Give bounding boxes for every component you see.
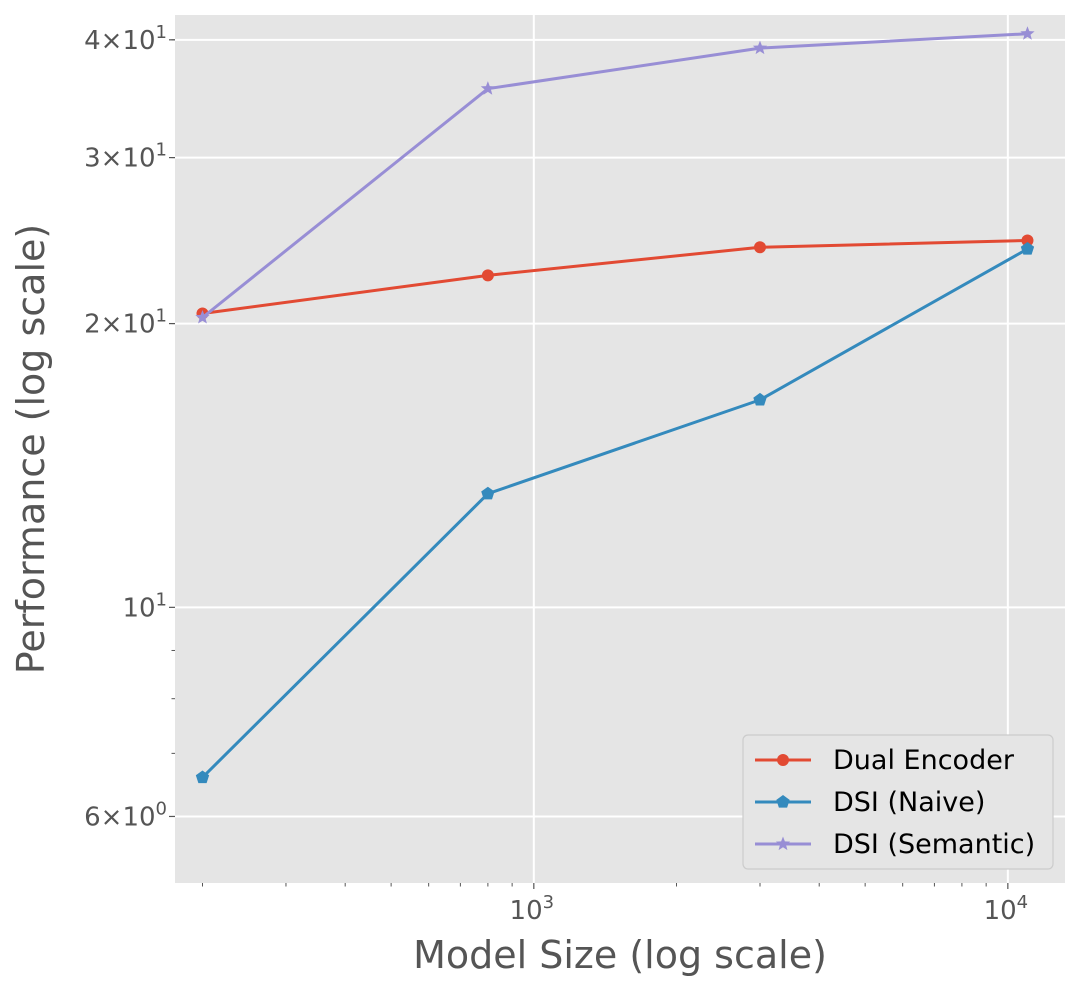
legend-marker-dsi-naive <box>776 795 790 808</box>
series-dsi-naive <box>195 241 1035 784</box>
data-point-dsi-naive <box>195 770 210 784</box>
data-point-dsi-semantic <box>1020 26 1035 40</box>
y-tick-label: 101 <box>122 589 167 623</box>
data-point-dsi-naive <box>1020 241 1035 255</box>
y-tick-label: 6×100 <box>84 798 167 832</box>
legend-label-dual-encoder: Dual Encoder <box>833 745 1015 776</box>
series-layer <box>195 26 1035 784</box>
data-point-dsi-semantic <box>195 309 210 324</box>
legend-entry-dsi-naive: DSI (Naive) <box>755 787 985 818</box>
series-line-dsi-semantic <box>201 32 1028 319</box>
legend-label-dsi-semantic: DSI (Semantic) <box>833 829 1035 860</box>
data-point-dsi-semantic <box>752 40 768 55</box>
data-point-dual-encoder <box>481 269 494 282</box>
data-point-dual-encoder <box>1021 234 1034 247</box>
data-point-dsi-semantic <box>480 81 496 95</box>
legend-entry-dual-encoder: Dual Encoder <box>755 745 1015 776</box>
series-dsi-semantic <box>195 26 1035 324</box>
legend-entry-dsi-semantic: DSI (Semantic) <box>755 829 1035 860</box>
legend-marker-dsi-semantic <box>775 836 791 851</box>
series-line-dual-encoder <box>202 239 1028 315</box>
data-point-dual-encoder <box>753 241 766 254</box>
y-tick-label: 3×101 <box>84 140 167 174</box>
data-point-dsi-naive <box>481 486 495 500</box>
x-tick-label: 104 <box>984 892 1029 926</box>
tick-labels: 103 104 6×100 101 2×101 3×101 4×101 <box>84 22 1028 926</box>
series-line-dsi-naive <box>201 247 1029 779</box>
x-tick-label: 103 <box>510 892 555 926</box>
major-ticks <box>169 39 1009 889</box>
y-tick-label: 2×101 <box>84 306 167 340</box>
y-tick-label: 4×101 <box>84 22 167 56</box>
legend-marker-dual-encoder <box>777 754 789 766</box>
x-axis-label: Model Size (log scale) <box>413 933 827 977</box>
legend-frame <box>742 734 1054 870</box>
legend-label-dsi-naive: DSI (Naive) <box>833 787 985 818</box>
data-point-dsi-naive <box>753 392 767 406</box>
y-axis-label: Performance (log scale) <box>9 224 53 674</box>
legend: Dual Encoder DSI (Naive) DSI (Semantic) <box>742 734 1054 870</box>
